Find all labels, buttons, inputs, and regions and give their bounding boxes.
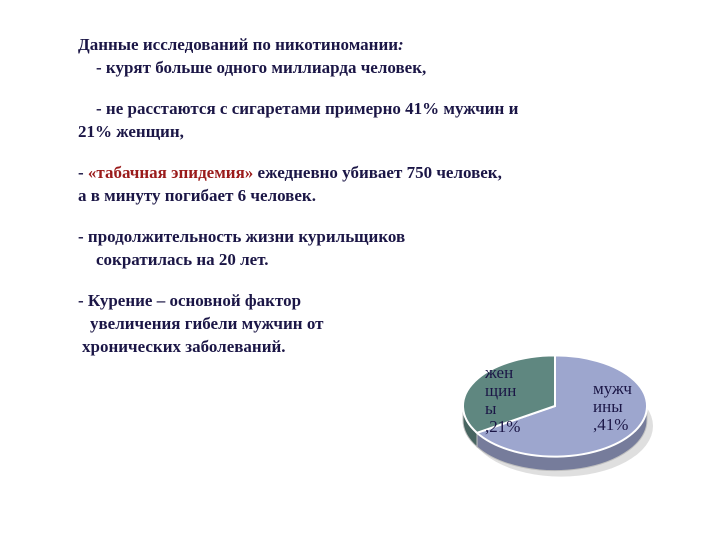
bullet-4-block: - продолжительность жизни курильщиков со… xyxy=(78,226,660,272)
bullet-3-prefix: - xyxy=(78,163,88,182)
slide: Данные исследований по никотиномании: - … xyxy=(0,0,720,540)
bullet-3a: - «табачная эпидемия» ежедневно убивает … xyxy=(78,162,660,185)
bullet-3-highlight: «табачная эпидемия» xyxy=(88,163,258,182)
bullet-4b: сократилась на 20 лет. xyxy=(78,249,660,272)
slide-title: Данные исследований по никотиномании: xyxy=(78,34,660,55)
bullet-2a: - не расстаются с сигаретами примерно 41… xyxy=(78,98,660,121)
bullet-3-rest: ежедневно убивает 750 человек, xyxy=(258,163,502,182)
pie-chart: мужчины,41%женщины,21% xyxy=(390,298,670,498)
bullet-3b: а в минуту погибает 6 человек. xyxy=(78,185,660,208)
bullet-3-block: - «табачная эпидемия» ежедневно убивает … xyxy=(78,162,660,208)
bullet-2b: 21% женщин, xyxy=(78,121,660,144)
bullet-2-block: - не расстаются с сигаретами примерно 41… xyxy=(78,98,660,144)
bullet-1: - курят больше одного миллиарда человек, xyxy=(78,57,660,80)
title-text: Данные исследований по никотиномании xyxy=(78,35,398,54)
pie-svg: мужчины,41%женщины,21% xyxy=(390,298,670,498)
bullet-4a: - продолжительность жизни курильщиков xyxy=(78,226,660,249)
title-colon: : xyxy=(398,35,404,54)
